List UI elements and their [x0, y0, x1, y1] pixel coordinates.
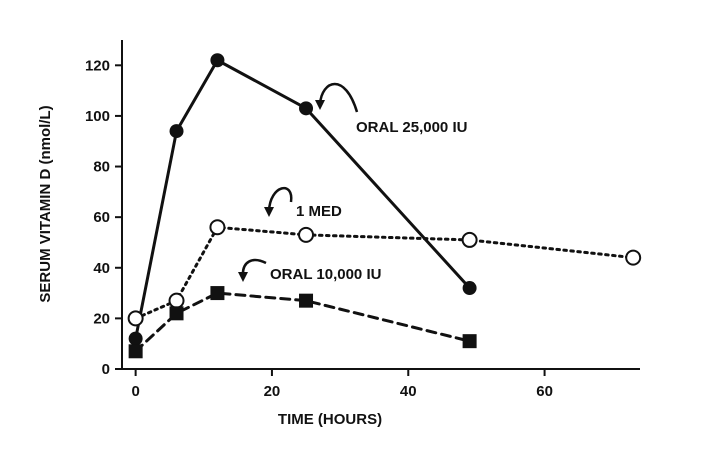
x-tick-label: 20	[264, 383, 281, 400]
x-tick-label: 40	[400, 383, 417, 400]
annotation-3: ORAL 10,000 IU	[238, 258, 381, 283]
x-tick-label: 0	[131, 383, 139, 400]
x-tick-label: 60	[536, 383, 553, 400]
annotation-1: ORAL 25,000 IU	[315, 82, 467, 136]
y-tick-label: 60	[93, 209, 110, 226]
series-1	[128, 53, 477, 346]
y-tick-label: 20	[93, 310, 110, 327]
series-3	[128, 286, 477, 359]
data-point-circle	[128, 331, 143, 346]
data-point-open-circle	[209, 219, 226, 236]
arrowhead	[315, 100, 325, 110]
y-axis-title: SERUM VITAMIN D (nmol/L)	[37, 105, 54, 302]
data-point-square	[462, 334, 477, 349]
data-point-circle	[210, 53, 225, 68]
data-point-open-circle	[461, 231, 478, 248]
y-tick-label: 40	[93, 260, 110, 277]
data-point-square	[128, 344, 143, 359]
y-tick-label: 120	[85, 57, 110, 74]
series-layer	[127, 53, 642, 359]
arrowhead	[264, 207, 274, 217]
data-point-circle	[299, 101, 314, 116]
annotation-layer: ORAL 25,000 IU 1 MED ORAL 10,000 IU	[238, 82, 467, 283]
annotation-label: ORAL 25,000 IU	[356, 119, 467, 136]
data-point-circle	[169, 124, 184, 139]
data-point-square	[169, 306, 184, 321]
series-2	[127, 219, 642, 327]
arrowhead	[238, 272, 248, 282]
series-line	[134, 291, 472, 353]
annotation-arrow	[318, 82, 359, 113]
x-axis-title: TIME (HOURS)	[278, 411, 382, 428]
y-tick-label: 0	[102, 361, 110, 378]
data-point-open-circle	[625, 249, 642, 266]
annotation-arrow	[267, 186, 293, 212]
data-point-circle	[462, 281, 477, 296]
y-tick-label: 100	[85, 108, 110, 125]
data-point-open-circle	[298, 226, 315, 243]
annotation-label: ORAL 10,000 IU	[270, 266, 381, 283]
annotation-label: 1 MED	[296, 203, 342, 220]
series-line	[134, 225, 635, 320]
data-point-square	[210, 286, 225, 301]
y-tick-label: 80	[93, 159, 110, 176]
axes: 0 20 40 60 80 100 120 0 20 40 60	[85, 40, 640, 400]
annotation-2: 1 MED	[264, 186, 342, 220]
data-point-open-circle	[168, 292, 185, 309]
data-point-square	[299, 293, 314, 308]
data-point-open-circle	[127, 310, 144, 327]
